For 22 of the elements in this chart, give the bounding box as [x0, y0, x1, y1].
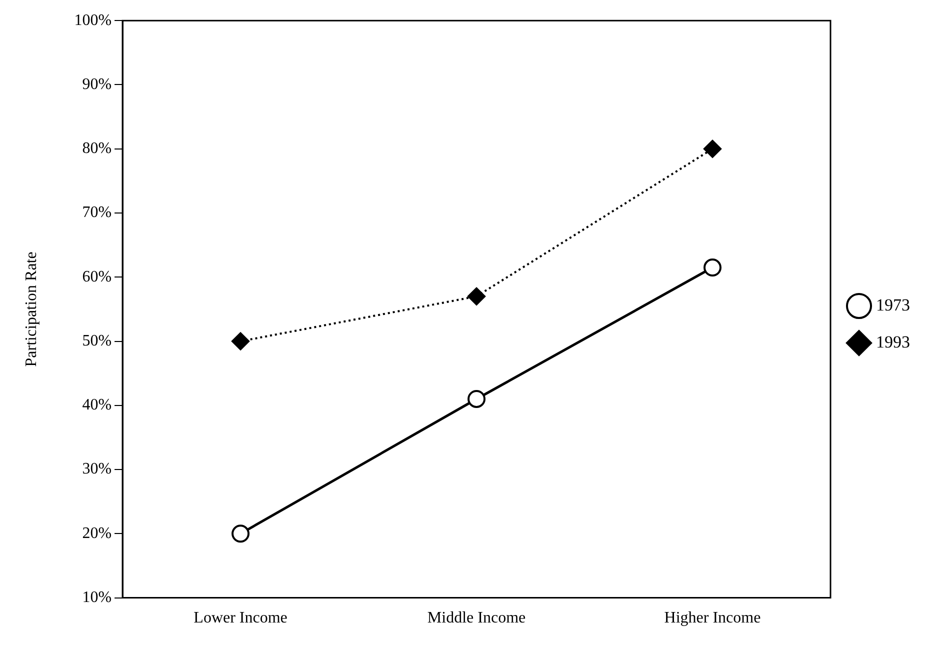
point — [468, 390, 486, 408]
point — [232, 332, 250, 350]
point — [468, 287, 486, 306]
point — [704, 258, 722, 277]
point — [704, 140, 722, 158]
y-tick-label: 90% — [82, 76, 112, 93]
x-tick-label: Higher Income — [664, 610, 761, 627]
y-tick-label: 100% — [74, 12, 112, 29]
y-tick-label: 40% — [82, 396, 112, 414]
y-tick-label: 70% — [82, 204, 112, 222]
y-tick-label: 80% — [82, 140, 112, 158]
point — [232, 524, 250, 543]
y-tick-label: 50% — [82, 332, 112, 350]
y-tick-label: 10% — [82, 589, 112, 606]
x-tick-label: Lower Income — [194, 610, 288, 627]
y-tick-label: 60% — [82, 268, 112, 286]
x-tick-label: Middle Income — [427, 610, 526, 627]
legend-label: 1993 — [876, 332, 910, 352]
y-tick-label: 30% — [82, 460, 112, 478]
y-tick-label: 20% — [82, 524, 112, 542]
legend-label: 1973 — [876, 295, 910, 314]
y-axis-title: Participation Rate — [22, 252, 40, 367]
